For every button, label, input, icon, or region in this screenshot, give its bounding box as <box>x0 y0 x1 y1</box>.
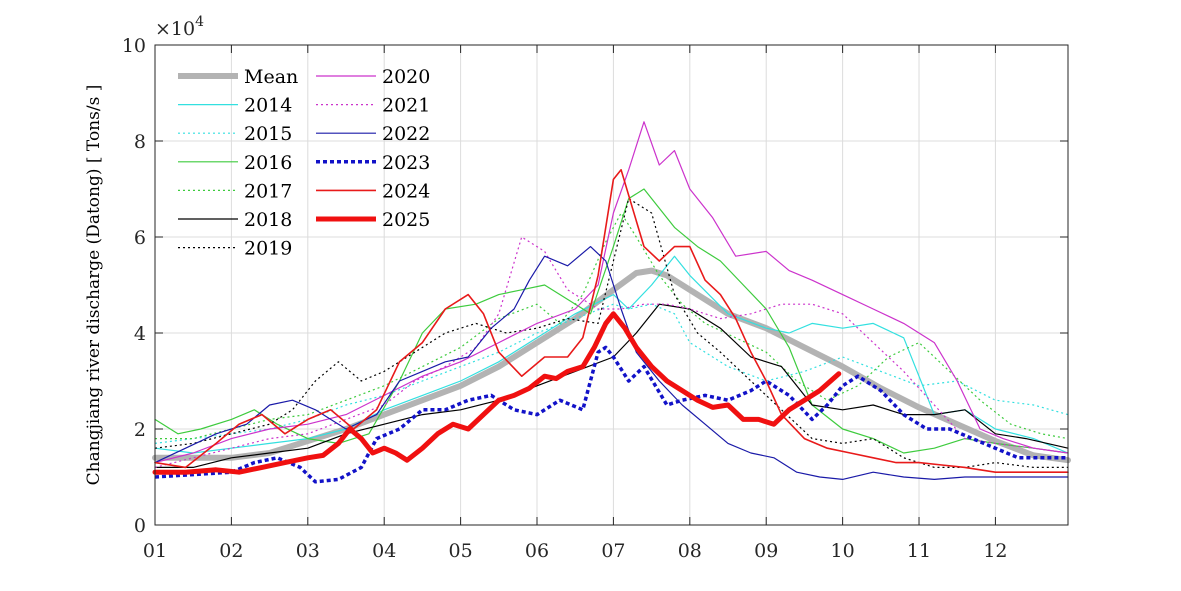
y-scale-factor: ×104 <box>155 14 204 40</box>
x-tick-label: 06 <box>525 540 549 562</box>
x-tick-label: 05 <box>449 540 473 562</box>
x-tick-label: 11 <box>907 540 931 562</box>
legend-label-2018: 2018 <box>244 209 292 231</box>
x-tick-label: 12 <box>983 540 1007 562</box>
x-tick-label: 10 <box>831 540 855 562</box>
x-tick-label: 08 <box>678 540 702 562</box>
series-line-2018 <box>154 303 1069 468</box>
series-line-2015 <box>154 303 1069 444</box>
axes-box <box>154 44 1069 526</box>
y-tick-label: 0 <box>134 515 146 537</box>
legend-label-2015: 2015 <box>244 123 292 145</box>
y-scale-base: ×10 <box>155 18 195 40</box>
series-layer <box>152 121 1071 484</box>
grid <box>154 44 1068 526</box>
series-line-2024 <box>154 169 1069 474</box>
legend-label-Mean: Mean <box>244 66 298 88</box>
legend-label-2022: 2022 <box>382 123 430 145</box>
series-line-2023 <box>154 345 1068 484</box>
series-line-2016 <box>154 188 1069 454</box>
series-line-2017 <box>155 212 1069 440</box>
x-tick-label: 09 <box>754 540 778 562</box>
x-tick-label: 02 <box>219 540 243 562</box>
x-tick-label: 03 <box>296 540 320 562</box>
series-line-2014 <box>154 255 1069 454</box>
series-line-2025 <box>152 311 842 475</box>
legend-label-2016: 2016 <box>244 152 292 174</box>
y-tick-label: 2 <box>134 419 146 441</box>
series-line-2022 <box>154 246 1069 480</box>
x-tick-label: 01 <box>143 540 167 562</box>
legend-label-2024: 2024 <box>382 180 430 202</box>
series-line-2020 <box>154 121 1069 464</box>
legend-label-2017: 2017 <box>244 180 292 202</box>
legend-label-2020: 2020 <box>382 66 430 88</box>
legend: Mean 2014 2015 2016 2017 2018 2019 2020 2021 2022… <box>178 66 430 260</box>
legend-label-2025: 2025 <box>382 209 430 231</box>
legend-label-2014: 2014 <box>244 95 292 117</box>
legend-label-2023: 2023 <box>382 152 430 174</box>
y-tick-label: 8 <box>134 131 146 153</box>
legend-label-2021: 2021 <box>382 95 430 117</box>
series-line-Mean <box>152 267 1071 464</box>
x-tick-label: 04 <box>372 540 396 562</box>
y-tick-label: 6 <box>134 227 146 249</box>
legend-label-2019: 2019 <box>244 238 292 260</box>
series-line-2019 <box>154 198 1068 468</box>
x-tick-label: 07 <box>601 540 625 562</box>
y-scale-exponent: 4 <box>195 14 204 30</box>
y-tick-label: 10 <box>122 35 146 57</box>
y-tick-label: 4 <box>134 323 146 345</box>
y-axis-label: Changjiang river discharge (Datong) [ To… <box>84 85 104 486</box>
